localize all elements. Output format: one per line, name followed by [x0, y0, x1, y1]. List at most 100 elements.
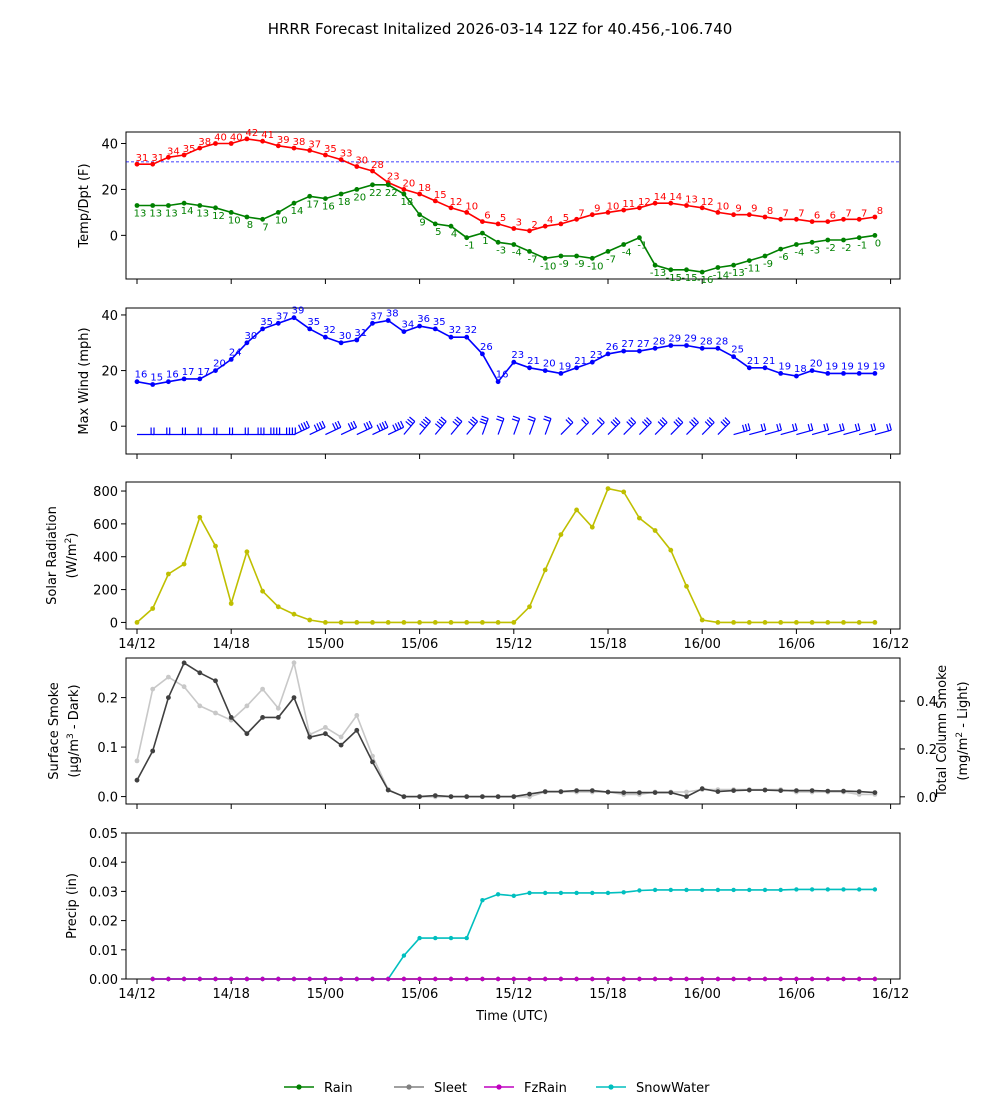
fzrain-point	[700, 976, 705, 982]
max-wind-point	[872, 371, 878, 376]
wind-barb-flag	[298, 424, 303, 432]
dewpoint-point	[291, 200, 297, 206]
max-wind-data-label: 16	[496, 370, 509, 381]
axes-frame	[125, 832, 901, 980]
fzrain-point	[150, 976, 155, 982]
surface-smoke-point	[542, 789, 548, 794]
wind-barb-flag	[610, 421, 617, 428]
temperature-data-label: 12	[701, 197, 714, 208]
fzrain-point	[417, 976, 422, 982]
wind-barb-flag	[677, 417, 684, 423]
solar-radiation-point	[464, 620, 470, 625]
total-column-smoke-point	[338, 734, 344, 740]
max-wind-data-label: 16	[166, 370, 179, 381]
fzrain-point	[605, 976, 611, 982]
wind-barb-flag	[823, 423, 827, 432]
dewpoint-data-label: -1	[465, 241, 475, 252]
max-wind-data-label: 28	[700, 336, 713, 347]
wind-barb-staff	[528, 418, 536, 435]
wind-barb-flag	[434, 423, 442, 429]
wind-barb-flag	[628, 419, 635, 426]
snowwater-point	[794, 887, 799, 892]
y2-tick-label: 0.0	[916, 791, 937, 806]
snowwater-point	[527, 890, 532, 896]
solar-radiation-point	[448, 620, 454, 625]
x-tick-label: 16/00	[683, 987, 720, 1002]
y-axis-label: Precip (in)	[65, 873, 80, 939]
wind-barb-flag	[643, 419, 650, 426]
max-wind-data-label: 21	[747, 356, 760, 367]
wind-barb	[184, 427, 202, 436]
y-tick-label: 20	[101, 183, 118, 198]
wind-barb-flag	[888, 423, 892, 431]
total-column-smoke-point	[370, 753, 375, 759]
wind-barb	[859, 423, 877, 436]
wind-barb-flag	[528, 415, 536, 420]
snowwater-line	[152, 888, 875, 980]
temperature-data-label: 37	[308, 139, 321, 150]
max-wind-data-label: 19	[857, 361, 870, 372]
surface-smoke-point	[244, 731, 250, 737]
temperature-point	[480, 219, 485, 225]
wind-barb-flag	[407, 418, 414, 425]
dewpoint-point	[605, 249, 611, 254]
temperature-data-label: 10	[607, 201, 620, 212]
snowwater-point	[401, 953, 407, 958]
wind-barb-flag	[332, 423, 337, 431]
temperature-point	[134, 161, 140, 167]
temperature-point	[432, 198, 438, 204]
temperature-point	[825, 219, 831, 225]
solar-radiation-point	[323, 620, 328, 625]
dewpoint-data-label: -2	[826, 243, 836, 254]
wind-barb	[262, 427, 281, 436]
y2-tick-label: 0.2	[916, 743, 937, 758]
fzrain-point	[778, 976, 783, 982]
max-wind-data-label: 21	[527, 356, 540, 367]
wind-barb	[843, 423, 861, 436]
max-wind-data-label: 27	[637, 339, 650, 350]
fzrain-point	[291, 976, 297, 982]
wind-barb-flag	[673, 421, 680, 428]
wind-barb	[496, 415, 505, 435]
dewpoint-data-label: 13	[149, 209, 162, 220]
wind-barb-flag	[747, 423, 751, 431]
temperature-data-label: 40	[214, 132, 227, 143]
fzrain-point	[229, 976, 234, 982]
wind-barb	[293, 420, 310, 436]
solar-radiation-point	[166, 571, 171, 577]
total-column-smoke-point	[197, 703, 203, 709]
max-wind-data-label: 21	[763, 356, 776, 367]
dewpoint-data-label: -3	[496, 245, 506, 256]
max-wind-point	[825, 371, 831, 376]
snowwater-point	[433, 935, 438, 941]
temperature-data-label: 10	[465, 201, 478, 212]
surface-smoke-point	[432, 793, 438, 798]
surface-smoke-point	[778, 788, 784, 793]
dewpoint-point	[746, 258, 752, 263]
wind-barb-flag	[300, 423, 305, 431]
x-tick-label: 15/12	[495, 987, 532, 1002]
legend-label: FzRain	[524, 1081, 567, 1096]
snowwater-point	[621, 890, 626, 895]
wind-barb-flag	[839, 423, 842, 432]
snowwater-point	[715, 887, 721, 893]
temperature-data-label: 14	[654, 192, 667, 203]
wind-barb	[543, 415, 552, 435]
solar-radiation-point	[762, 620, 768, 625]
wind-barb	[686, 417, 699, 435]
surface-smoke-point	[134, 777, 140, 783]
wind-barb-flag	[706, 419, 713, 426]
max-wind-point	[621, 348, 627, 354]
wind-barb-flag	[363, 423, 368, 431]
y-tick-label: 0.0	[97, 791, 118, 806]
max-wind-point	[370, 320, 375, 326]
temperature-data-label: 23	[387, 172, 400, 183]
y-tick-label: 0.01	[89, 944, 118, 959]
fzrain-point	[464, 976, 469, 982]
wind-barb-flag	[424, 416, 431, 422]
max-wind-data-label: 36	[417, 314, 430, 325]
max-wind-data-label: 21	[574, 356, 587, 367]
temperature-data-label: 31	[151, 153, 164, 164]
max-wind-point	[307, 326, 313, 332]
legend: Rain Sleet FzRain SnowWater	[284, 1081, 710, 1096]
